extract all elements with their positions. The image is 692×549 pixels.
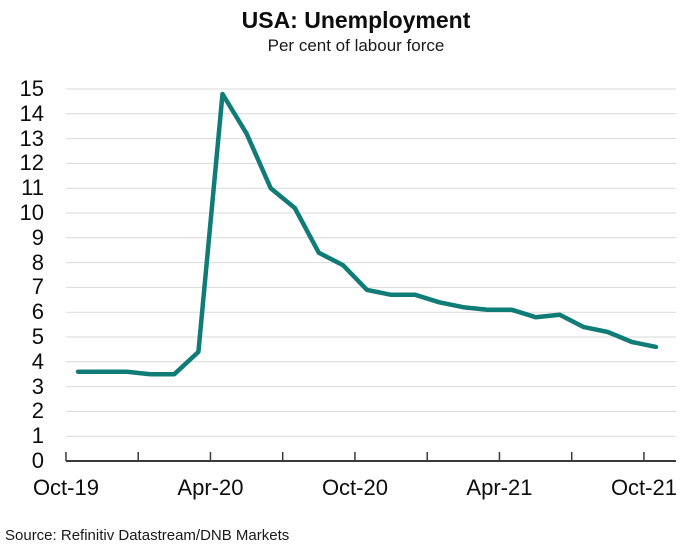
y-axis-tick-label: 4 [31, 348, 44, 374]
y-axis-tick-label: 12 [19, 150, 44, 176]
chart-title: USA: Unemployment [241, 7, 471, 33]
chart-subtitle: Per cent of labour force [267, 36, 445, 55]
unemployment-line-series [75, 91, 659, 377]
y-axis-tick-label: 15 [19, 76, 44, 101]
x-axis-tick-label: Apr-20 [177, 475, 244, 500]
y-axis-tick-label: 3 [31, 373, 44, 399]
x-axis-tick-label: Oct-21 [610, 475, 677, 500]
y-axis-tick-label: 9 [31, 224, 44, 250]
y-axis-tick-label: 6 [31, 299, 44, 325]
y-axis-tick-label: 7 [31, 274, 44, 300]
x-axis-tick-label: Oct-20 [321, 475, 388, 500]
y-axis-tick-label: 0 [31, 448, 44, 473]
y-axis-tick-label: 11 [21, 175, 44, 201]
y-axis-tick-label: 10 [19, 200, 44, 225]
y-axis-tick-label: 14 [19, 100, 44, 126]
y-axis-tick-label: 8 [31, 249, 44, 275]
y-axis-tick-label: 2 [31, 398, 44, 424]
x-axis-tick-label: Apr-21 [466, 475, 533, 500]
y-axis-tick-label: 1 [31, 423, 44, 449]
y-axis-tick-label: 5 [31, 324, 44, 349]
source-note: Source: Refinitiv Datastream/DNB Markets [5, 527, 290, 544]
x-axis-tick-label: Oct-19 [32, 475, 99, 500]
y-axis-tick-label: 13 [19, 125, 44, 151]
